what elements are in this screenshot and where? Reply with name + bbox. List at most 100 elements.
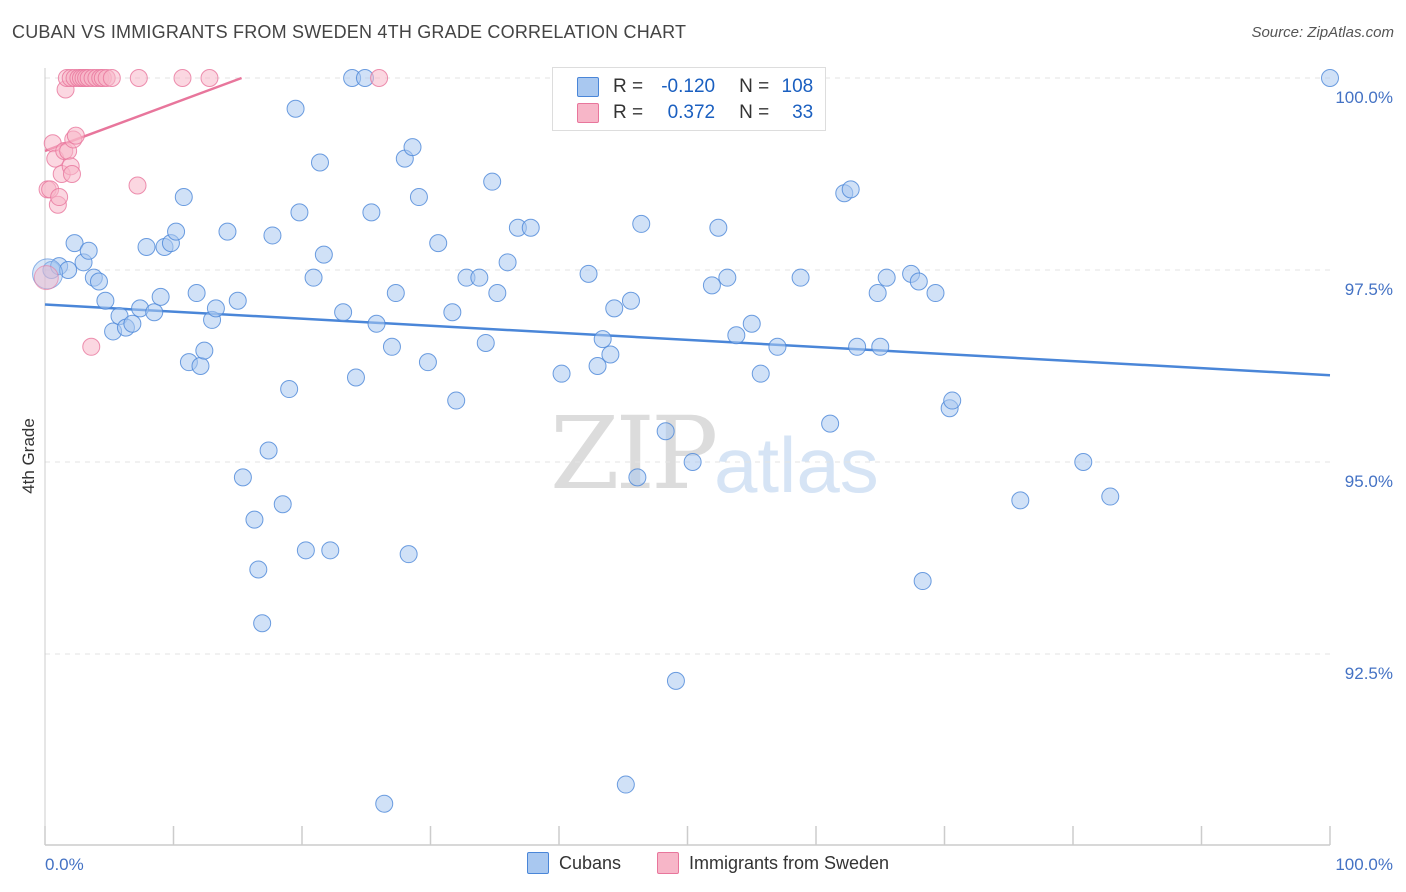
cubans-point [304, 268, 323, 287]
cubans-point [253, 614, 272, 633]
cubans-point [386, 284, 405, 303]
cubans-point [552, 364, 571, 383]
sweden-point [200, 69, 219, 87]
cubans-point [403, 138, 422, 157]
bottom-legend-sweden: Immigrants from Sweden [657, 852, 889, 874]
cubans-point [871, 337, 890, 356]
legend-swatch-sweden [577, 103, 599, 123]
cubans-point [263, 226, 282, 245]
cubans-point [167, 222, 186, 241]
cubans-point [273, 495, 292, 514]
cubans-point [702, 276, 721, 295]
cubans-point [791, 268, 810, 287]
legend-row-cubans: R = -0.120 N = 108 [577, 74, 813, 100]
bottom-legend-label-cubans: Cubans [559, 852, 622, 873]
cubans-point [1011, 491, 1030, 510]
legend-r-value: 0.372 [667, 102, 716, 123]
cubans-point [362, 203, 381, 222]
cubans-point [187, 284, 206, 303]
cubans-point [145, 303, 164, 322]
cubans-point [151, 287, 170, 306]
cubans-point [233, 468, 252, 487]
y-tick-label: 100.0% [1335, 88, 1393, 107]
cubans-point [123, 314, 142, 333]
y-tick-label: 97.5% [1345, 280, 1393, 299]
gridlines [45, 77, 1330, 655]
legend: R = -0.120 N = 108 R = 0.372 N = 33 [552, 67, 826, 131]
cubans-point [913, 572, 932, 591]
cubans-point [621, 291, 640, 310]
bottom-legend-swatch-cubans [527, 852, 549, 874]
cubans-point [286, 99, 305, 118]
cubans-point [375, 794, 394, 813]
cubans-point [605, 299, 624, 318]
cubans-point [399, 545, 418, 564]
cubans-point [382, 337, 401, 356]
legend-r-label: R = [613, 102, 644, 123]
cubans-point [249, 560, 268, 579]
cubans-point [174, 188, 193, 207]
legend-r-value: -0.120 [661, 76, 716, 97]
cubans-point [742, 314, 761, 333]
cubans-point [228, 291, 247, 310]
sweden-points [33, 69, 389, 356]
cubans-point [218, 222, 237, 241]
cubans-point [321, 541, 340, 560]
legend-r-label: R = [613, 76, 644, 97]
cubans-point [718, 268, 737, 287]
cubans-points [32, 69, 1339, 813]
cubans-point [296, 541, 315, 560]
cubans-point [841, 180, 860, 199]
cubans-point [601, 345, 620, 364]
cubans-point [593, 330, 612, 349]
chart-title: CUBAN VS IMMIGRANTS FROM SWEDEN 4TH GRAD… [12, 22, 687, 42]
cubans-point [429, 234, 448, 253]
y-axis-label: 4th Grade [19, 418, 38, 494]
cubans-point [926, 284, 945, 303]
cubans-point [418, 353, 437, 372]
cubans-point [579, 264, 598, 283]
cubans-point [616, 775, 635, 794]
cubans-point [498, 253, 517, 272]
y-tick-label: 95.0% [1345, 472, 1393, 491]
sweden-point [129, 69, 148, 87]
cubans-point [632, 214, 651, 233]
cubans-point [96, 291, 115, 310]
legend-n-value: 108 [781, 76, 814, 97]
legend-n-label: N = [739, 102, 770, 123]
cubans-point [447, 391, 466, 410]
x-tick-label-min: 0.0% [45, 855, 84, 874]
sweden-point [128, 176, 147, 195]
trend-line-cubans [44, 303, 1331, 377]
cubans-point [488, 284, 507, 303]
cubans-point [656, 422, 675, 441]
sweden-point [33, 265, 59, 291]
cubans-point [89, 272, 108, 291]
y-tick-label: 92.5% [1345, 664, 1393, 683]
cubans-point [521, 218, 540, 237]
cubans-point [245, 510, 264, 529]
sweden-point [62, 165, 81, 183]
cubans-point [1101, 487, 1120, 506]
cubans-point [259, 441, 278, 460]
y-axis-tick-labels: 100.0% 97.5% 95.0% 92.5% [1335, 88, 1393, 683]
cubans-point [334, 303, 353, 322]
cubans-point [310, 153, 329, 172]
cubans-point [476, 333, 495, 352]
sweden-point [370, 69, 389, 87]
cubans-point [666, 671, 685, 690]
cubans-point [32, 258, 64, 290]
cubans-point [409, 188, 428, 207]
cubans-point [588, 357, 607, 375]
cubans-point [683, 453, 702, 471]
cubans-point [727, 326, 746, 345]
cubans-point [821, 414, 840, 433]
cubans-point [868, 284, 887, 303]
cubans-point [443, 303, 462, 322]
sweden-point [82, 337, 101, 356]
cubans-point [483, 172, 502, 191]
sweden-point [102, 69, 121, 87]
cubans-point [909, 272, 928, 291]
bottom-legend-swatch-sweden [657, 852, 679, 874]
cubans-point [314, 245, 333, 264]
